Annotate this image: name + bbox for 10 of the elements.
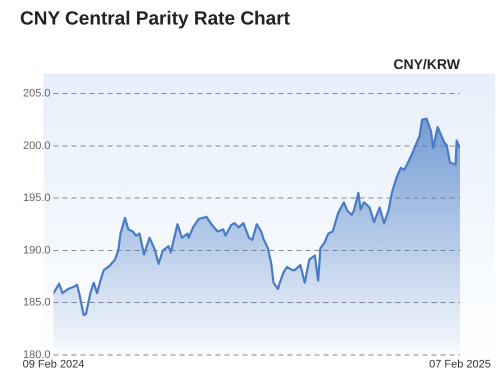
y-tick-label: 185.0 [22, 296, 51, 309]
y-tick-label: 205.0 [22, 88, 51, 100]
x-tick-label: 09 Feb 2024 [22, 358, 84, 370]
y-tick-label: 195.0 [22, 192, 51, 204]
chart-subtitle: CNY/KRW [393, 56, 461, 72]
x-tick-label: 07 Feb 2025 [429, 358, 491, 370]
y-tick-label: 190.0 [22, 244, 51, 256]
y-tick-label: 200.0 [22, 140, 51, 152]
chart-title: CNY Central Parity Rate Chart [20, 8, 291, 30]
y-tick-label: 180.0 [22, 348, 51, 361]
